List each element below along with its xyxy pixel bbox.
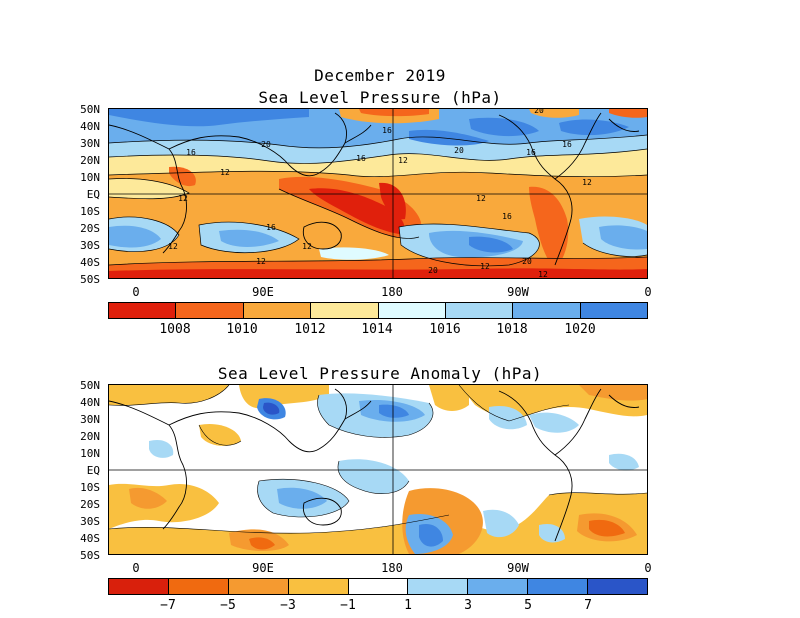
colorbar-swatch xyxy=(228,579,289,594)
colorbar-label: 1020 xyxy=(564,322,596,337)
colorbar-swatch xyxy=(468,579,529,594)
top-title-line2: Sea Level Pressure (hPa) xyxy=(258,88,502,107)
lat-label: 40S xyxy=(80,256,100,269)
bottom-title: Sea Level Pressure Anomaly (hPa) xyxy=(217,364,543,383)
contour-label: 12 xyxy=(480,262,490,271)
lat-label: 50S xyxy=(80,549,100,562)
lat-label: 20N xyxy=(80,154,100,167)
contour-label: 12 xyxy=(256,257,266,266)
contour-label: 12 xyxy=(220,168,230,177)
colorbar-swatch xyxy=(109,303,177,318)
colorbar-swatch xyxy=(176,303,244,318)
contour-label: 12 xyxy=(302,242,312,251)
colorbar-swatch xyxy=(408,579,469,594)
colorbar-label: −1 xyxy=(340,598,356,613)
lat-label: 20N xyxy=(80,430,100,443)
lat-label: 40N xyxy=(80,120,100,133)
contour-label: 16 xyxy=(382,126,392,135)
lat-label: 20S xyxy=(80,222,100,235)
colorbar-label: 1 xyxy=(404,598,412,613)
colorbar-label: 1018 xyxy=(496,322,528,337)
colorbar-swatch xyxy=(580,303,647,318)
colorbar-label: −7 xyxy=(160,598,176,613)
colorbar-swatch xyxy=(348,579,409,594)
colorbar-label: 1014 xyxy=(361,322,393,337)
lat-label: 30N xyxy=(80,413,100,426)
contour-label: 20 xyxy=(534,109,544,115)
lon-label: 90E xyxy=(252,561,274,575)
contour-label: 16 xyxy=(502,212,512,221)
lat-label: 30S xyxy=(80,239,100,252)
colorbar-swatch xyxy=(109,579,169,594)
lat-label: 30N xyxy=(80,137,100,150)
colorbar-label: 7 xyxy=(584,598,592,613)
colorbar-swatch xyxy=(288,579,349,594)
lat-label: EQ xyxy=(86,188,100,201)
colorbar-label: 5 xyxy=(524,598,532,613)
lon-label: 0 xyxy=(644,285,652,299)
contour-label: 16 xyxy=(356,154,366,163)
sea-level-pressure-anomaly-map xyxy=(108,384,648,555)
lon-label: 0 xyxy=(132,561,140,575)
lat-label: 40S xyxy=(80,532,100,545)
contour-label: 12 xyxy=(538,270,548,278)
contour-label: 12 xyxy=(398,156,408,165)
colorbar-swatch xyxy=(168,579,229,594)
lat-label: 40N xyxy=(80,396,100,409)
lat-label: 10N xyxy=(80,171,100,184)
lon-label: 180 xyxy=(381,285,403,299)
anomaly-colorbar xyxy=(108,578,648,595)
lon-label: 90W xyxy=(507,285,529,299)
contour-label: 16 xyxy=(186,148,196,157)
lat-label: 10N xyxy=(80,447,100,460)
colorbar-swatch xyxy=(588,579,648,594)
lon-label: 90E xyxy=(252,285,274,299)
colorbar-swatch xyxy=(311,303,379,318)
colorbar-swatch xyxy=(378,303,446,318)
lat-label: EQ xyxy=(86,464,100,477)
contour-label: 16 xyxy=(526,148,536,157)
colorbar-label: 1008 xyxy=(159,322,191,337)
contour-label: 12 xyxy=(178,194,188,203)
colorbar-label: −3 xyxy=(280,598,296,613)
contour-label: 20 xyxy=(428,266,438,275)
sea-level-pressure-map: 16 20 16 12 16 20 16 12 12 12 16 12 12 1… xyxy=(108,108,648,279)
lat-label: 30S xyxy=(80,515,100,528)
lon-label: 180 xyxy=(381,561,403,575)
colorbar-swatch xyxy=(445,303,514,318)
colorbar-swatch xyxy=(513,303,581,318)
colorbar-label: 3 xyxy=(464,598,472,613)
colorbar-label: 1010 xyxy=(226,322,258,337)
lat-label: 50N xyxy=(80,379,100,392)
lat-label: 10S xyxy=(80,481,100,494)
lat-label: 10S xyxy=(80,205,100,218)
contour-label: 12 xyxy=(476,194,486,203)
lon-label: 90W xyxy=(507,561,529,575)
contour-label: 12 xyxy=(168,242,178,251)
lat-label: 50N xyxy=(80,103,100,116)
contour-label: 20 xyxy=(454,146,464,155)
colorbar-swatch xyxy=(528,579,589,594)
lon-label: 0 xyxy=(644,561,652,575)
contour-label: 12 xyxy=(582,178,592,187)
contour-label: 16 xyxy=(562,140,572,149)
lat-label: 50S xyxy=(80,273,100,286)
lon-label: 0 xyxy=(132,285,140,299)
colorbar-label: 1012 xyxy=(294,322,326,337)
colorbar-label: 1016 xyxy=(429,322,461,337)
lat-label: 20S xyxy=(80,498,100,511)
colorbar-label: −5 xyxy=(220,598,236,613)
pressure-colorbar xyxy=(108,302,648,319)
colorbar-swatch xyxy=(243,303,312,318)
contour-label: 20 xyxy=(261,140,271,149)
top-title-line1: December 2019 xyxy=(314,66,446,85)
contour-label: 16 xyxy=(266,223,276,232)
contour-label: 20 xyxy=(522,257,532,266)
